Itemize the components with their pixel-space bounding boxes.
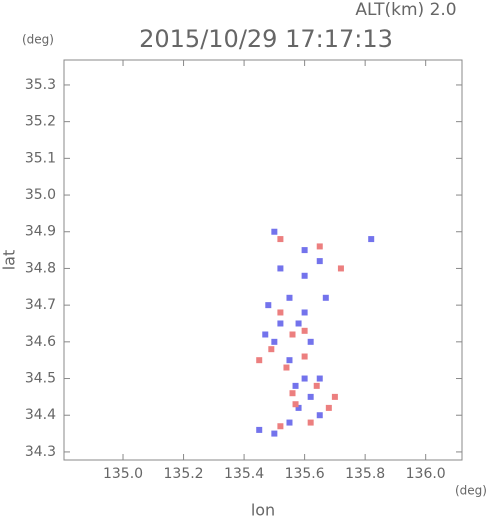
data-cell <box>271 338 278 345</box>
data-cell <box>322 294 329 301</box>
y-tick-label: 34.8 <box>25 260 56 276</box>
data-cell <box>292 401 299 408</box>
data-cell <box>256 426 263 433</box>
data-cell <box>277 236 284 243</box>
data-cell <box>316 412 323 419</box>
data-cell <box>301 247 308 254</box>
data-cell <box>307 419 314 426</box>
data-cell <box>301 353 308 360</box>
data-cell <box>368 236 375 243</box>
data-cell <box>301 272 308 279</box>
x-tick-label: 135.0 <box>103 466 143 482</box>
data-cell <box>301 327 308 334</box>
y-axis-label: lat <box>0 250 19 271</box>
y-tick-label: 34.9 <box>25 224 56 240</box>
data-cell <box>262 331 269 338</box>
data-cell <box>295 404 302 411</box>
y-tick-label: 34.6 <box>25 334 56 350</box>
x-tick-label: 135.4 <box>224 466 264 482</box>
chart-title: 2015/10/29 17:17:13 <box>139 25 393 53</box>
data-cell <box>277 423 284 430</box>
data-cell <box>337 265 344 272</box>
data-cell <box>289 331 296 338</box>
data-cell <box>268 346 275 353</box>
y-unit: (deg) <box>22 33 54 47</box>
data-cell <box>307 393 314 400</box>
data-cell <box>313 382 320 389</box>
data-cell <box>316 243 323 250</box>
x-unit: (deg) <box>455 484 487 498</box>
data-cell <box>286 357 293 364</box>
data-cell <box>286 419 293 426</box>
data-cell <box>283 364 290 371</box>
y-tick-label: 35.0 <box>25 187 56 203</box>
data-cell <box>289 390 296 397</box>
data-cell <box>331 393 338 400</box>
x-tick-label: 135.2 <box>164 466 204 482</box>
data-cell <box>301 309 308 316</box>
y-tick-label: 34.5 <box>25 371 56 387</box>
x-axis-label: lon <box>251 501 275 520</box>
data-cell <box>325 404 332 411</box>
data-cell <box>265 302 272 309</box>
y-tick-label: 35.3 <box>25 77 56 93</box>
data-cell <box>277 309 284 316</box>
data-cell <box>295 320 302 327</box>
plot-frame <box>63 59 463 461</box>
y-tick-label: 34.4 <box>25 407 56 423</box>
data-cell <box>271 430 278 437</box>
data-cell <box>271 228 278 235</box>
data-cell <box>292 382 299 389</box>
x-tick-label: 135.6 <box>285 466 325 482</box>
y-tick-label: 35.1 <box>25 150 56 166</box>
x-tick-label: 136.0 <box>406 466 446 482</box>
chart-subtitle: ALT(km) 2.0 <box>355 0 456 20</box>
data-cell <box>307 338 314 345</box>
y-tick-label: 34.3 <box>25 444 56 460</box>
data-cell <box>277 265 284 272</box>
x-tick-label: 135.8 <box>345 466 385 482</box>
data-cell <box>286 294 293 301</box>
data-cell <box>256 357 263 364</box>
y-tick-label: 34.7 <box>25 297 56 313</box>
data-cell <box>277 320 284 327</box>
data-cell <box>316 258 323 265</box>
data-cell <box>316 375 323 382</box>
data-cell <box>301 375 308 382</box>
y-tick-label: 35.2 <box>25 114 56 130</box>
